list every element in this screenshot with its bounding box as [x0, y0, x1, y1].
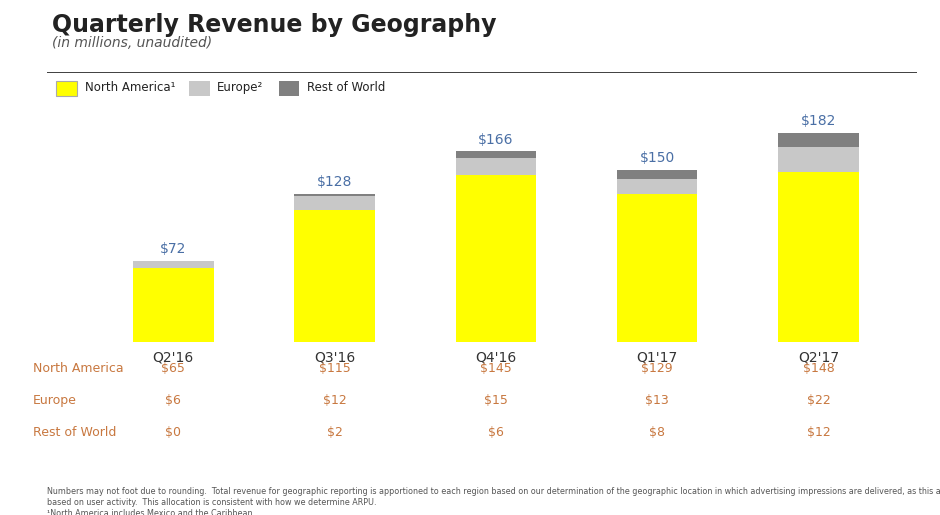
Text: $145: $145 [480, 362, 511, 375]
Text: $13: $13 [645, 394, 669, 407]
Bar [294, 194, 375, 196]
Text: Rest of World: Rest of World [306, 81, 385, 94]
Text: $2: $2 [326, 426, 342, 439]
Text: (in millions, unaudited): (in millions, unaudited) [52, 36, 212, 50]
Text: North America¹: North America¹ [85, 81, 175, 94]
Bar [294, 196, 375, 210]
Text: ¹North America includes Mexico and the Caribbean.: ¹North America includes Mexico and the C… [47, 509, 255, 515]
Text: based on user activity.  This allocation is consistent with how we determine ARP: based on user activity. This allocation … [47, 498, 377, 507]
Text: $6: $6 [165, 394, 181, 407]
Text: $6: $6 [488, 426, 504, 439]
Text: $182: $182 [801, 114, 836, 128]
Text: $150: $150 [639, 151, 675, 165]
Bar [133, 268, 213, 342]
Bar [617, 169, 697, 179]
Text: Quarterly Revenue by Geography: Quarterly Revenue by Geography [52, 13, 496, 37]
Text: $128: $128 [317, 175, 352, 189]
Text: $12: $12 [322, 394, 347, 407]
Text: $115: $115 [319, 362, 351, 375]
Text: $166: $166 [478, 132, 513, 147]
Bar [456, 151, 536, 158]
Text: North America: North America [33, 362, 123, 375]
Text: Europe²: Europe² [217, 81, 263, 94]
Text: $148: $148 [803, 362, 835, 375]
Bar [133, 261, 213, 268]
Text: $12: $12 [807, 426, 830, 439]
Text: $8: $8 [650, 426, 666, 439]
Bar [617, 194, 697, 342]
Bar [294, 210, 375, 342]
Bar [778, 172, 859, 342]
Bar [778, 133, 859, 147]
Text: Europe: Europe [33, 394, 77, 407]
Text: $22: $22 [807, 394, 830, 407]
Text: $15: $15 [484, 394, 508, 407]
Text: $72: $72 [160, 242, 186, 256]
Bar [456, 175, 536, 342]
Text: Rest of World: Rest of World [33, 426, 117, 439]
Text: Numbers may not foot due to rounding.  Total revenue for geographic reporting is: Numbers may not foot due to rounding. To… [47, 487, 940, 495]
Bar [778, 147, 859, 172]
Text: $65: $65 [162, 362, 185, 375]
Text: $0: $0 [165, 426, 181, 439]
Bar [617, 179, 697, 194]
Bar [456, 158, 536, 175]
Text: $129: $129 [641, 362, 673, 375]
